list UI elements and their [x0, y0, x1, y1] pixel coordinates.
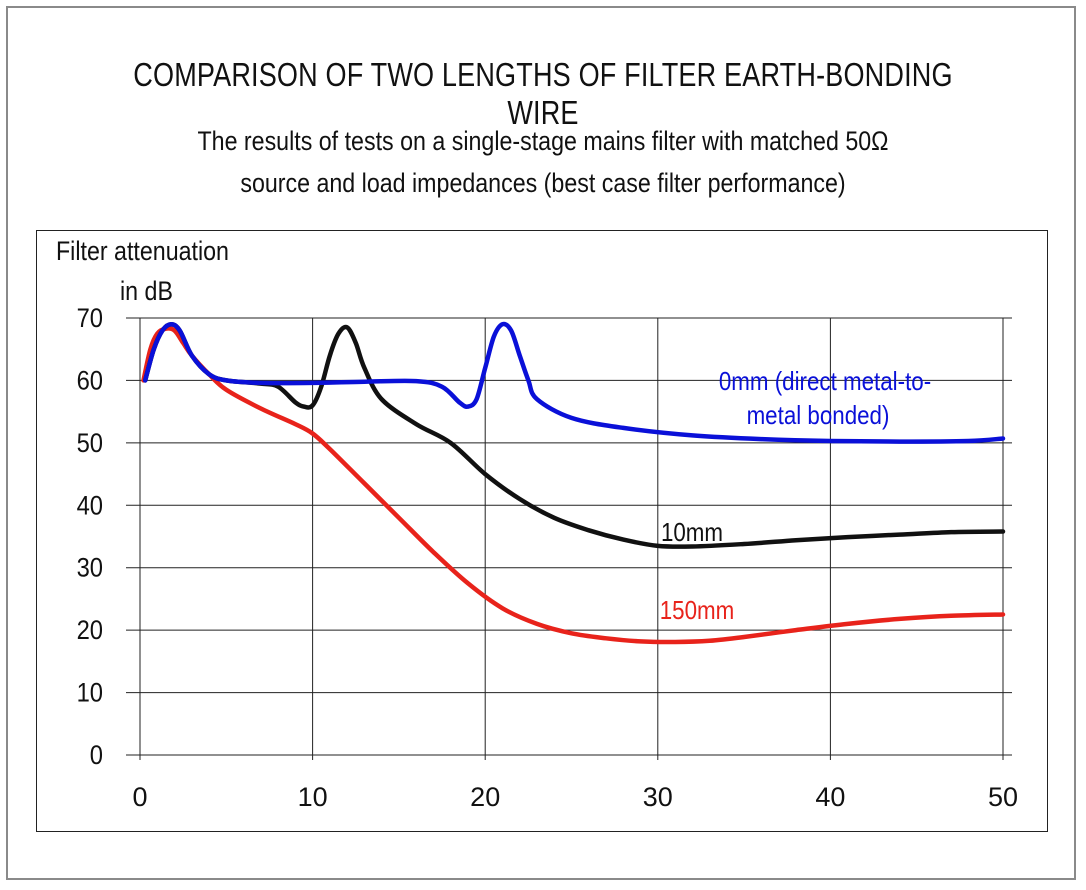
series-line-150mm: [141, 326, 1006, 645]
x-tick-label-50: 50: [988, 782, 1018, 812]
chart-subtitle-line1: The results of tests on a single-stage m…: [197, 126, 889, 156]
x-tick-labels: 0 10 20 30 40 50: [132, 782, 1018, 812]
x-tick-label-30: 30: [643, 782, 673, 812]
series-label-0mm-line1: 0mm (direct metal-to-: [719, 367, 931, 396]
y-tick-labels: 0 10 20 30 40 50 60 70: [77, 304, 103, 771]
series-line-10mm: [142, 321, 1006, 549]
chart-subtitle-line2: source and load impedances (best case fi…: [240, 168, 846, 198]
x-tick-label-10: 10: [298, 782, 328, 812]
series-line-0mm: [142, 321, 1006, 444]
y-axis-label-line1: Filter attenuation: [56, 236, 229, 266]
chart-area-border: [36, 230, 1048, 832]
y-tick-label-20: 20: [77, 616, 103, 646]
series-label-150mm-line1: 150mm: [660, 596, 735, 625]
series-labels: 0mm (direct metal-to-metal bonded) 10mm 15…: [660, 367, 931, 625]
x-tick-label-0: 0: [132, 782, 147, 812]
series-lines: [141, 321, 1006, 645]
x-tick-label-20: 20: [470, 782, 500, 812]
series-label-0mm-line2: metal bonded): [747, 401, 890, 430]
chart-title: COMPARISON OF TWO LENGTHS OF FILTER EART…: [133, 56, 953, 131]
y-tick-label-40: 40: [77, 491, 103, 521]
y-tick-label-50: 50: [77, 429, 103, 459]
y-tick-label-70: 70: [77, 304, 103, 334]
y-tick-label-0: 0: [90, 741, 103, 771]
y-axis-label-line2: in dB: [120, 276, 173, 306]
x-tick-label-40: 40: [815, 782, 845, 812]
y-tick-label-60: 60: [77, 366, 103, 396]
y-tick-label-10: 10: [77, 678, 103, 708]
y-tick-label-30: 30: [77, 553, 103, 583]
series-label-10mm-line1: 10mm: [661, 518, 723, 547]
